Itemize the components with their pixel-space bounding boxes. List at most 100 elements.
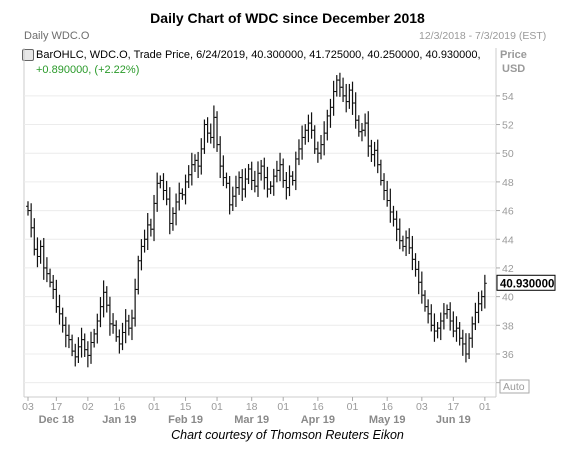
ohlc-bar-15[interactable] (73, 343, 78, 367)
ohlc-bar-139[interactable] (463, 333, 468, 363)
ohlc-bar-25[interactable] (104, 286, 109, 313)
ohlc-bar-0[interactable] (26, 201, 30, 216)
ohlc-bar-138[interactable] (460, 329, 465, 356)
ohlc-bar-89[interactable] (306, 114, 311, 143)
ohlc-bar-16[interactable] (76, 337, 81, 364)
ohlc-bar-106[interactable] (359, 122, 364, 142)
ohlc-bar-58[interactable] (208, 123, 213, 144)
ohlc-bar-93[interactable] (319, 135, 324, 160)
ohlc-bar-128[interactable] (429, 304, 434, 332)
ohlc-bar-87[interactable] (300, 125, 305, 160)
ohlc-bar-27[interactable] (111, 313, 116, 334)
ohlc-bar-55[interactable] (199, 138, 204, 175)
ohlc-bar-113[interactable] (382, 173, 387, 201)
ohlc-bar-28[interactable] (114, 320, 119, 342)
ohlc-bar-90[interactable] (309, 112, 314, 139)
ohlc-bar-65[interactable] (230, 186, 235, 212)
ohlc-bar-52[interactable] (189, 152, 194, 186)
ohlc-bar-30[interactable] (120, 322, 125, 351)
ohlc-bar-120[interactable] (404, 230, 409, 257)
ohlc-bar-81[interactable] (281, 158, 286, 188)
ohlc-bar-91[interactable] (312, 125, 317, 154)
ohlc-bar-105[interactable] (356, 115, 361, 137)
ohlc-bar-141[interactable] (470, 316, 475, 348)
ohlc-bar-2[interactable] (32, 218, 37, 256)
ohlc-bar-6[interactable] (44, 257, 49, 283)
ohlc-bar-144[interactable] (479, 290, 484, 312)
ohlc-bar-3[interactable] (35, 237, 40, 268)
ohlc-bar-26[interactable] (107, 296, 112, 336)
ohlc-bar-73[interactable] (256, 161, 260, 197)
ohlc-bar-129[interactable] (432, 313, 437, 342)
ohlc-bar-119[interactable] (400, 235, 405, 252)
ohlc-bar-24[interactable] (101, 280, 106, 318)
ohlc-bar-126[interactable] (422, 290, 427, 312)
ohlc-bar-41[interactable] (155, 172, 160, 212)
auto-scale-button[interactable] (499, 379, 530, 394)
ohlc-bar-127[interactable] (426, 299, 431, 324)
ohlc-bar-47[interactable] (174, 193, 179, 226)
ohlc-bar-118[interactable] (397, 218, 402, 250)
ohlc-bar-53[interactable] (192, 154, 197, 172)
ohlc-bar-79[interactable] (274, 160, 279, 183)
ohlc-bar-37[interactable] (142, 229, 147, 253)
ohlc-bar-59[interactable] (211, 105, 216, 149)
ohlc-bar-123[interactable] (413, 253, 418, 277)
ohlc-bar-38[interactable] (145, 213, 150, 251)
ohlc-bar-135[interactable] (451, 311, 456, 338)
ohlc-bar-14[interactable] (70, 334, 75, 357)
ohlc-bar-109[interactable] (369, 139, 374, 162)
ohlc-bar-44[interactable] (164, 180, 169, 206)
ohlc-bar-99[interactable] (337, 72, 342, 97)
ohlc-bar-97[interactable] (331, 80, 336, 116)
ohlc-bar-94[interactable] (322, 121, 327, 156)
ohlc-bar-83[interactable] (287, 165, 292, 197)
ohlc-bar-21[interactable] (92, 328, 97, 348)
ohlc-bar-100[interactable] (341, 77, 346, 103)
ohlc-bar-140[interactable] (467, 333, 472, 359)
ohlc-bar-68[interactable] (240, 169, 245, 201)
ohlc-bar-51[interactable] (186, 165, 191, 189)
ohlc-bar-130[interactable] (435, 321, 440, 339)
ohlc-bar-10[interactable] (57, 294, 62, 325)
ohlc-bar-35[interactable] (136, 255, 141, 295)
ohlc-bar-50[interactable] (183, 174, 188, 205)
ohlc-bar-145[interactable] (482, 274, 487, 309)
ohlc-bar-131[interactable] (438, 312, 443, 341)
ohlc-bar-136[interactable] (454, 316, 459, 342)
ohlc-bar-88[interactable] (303, 124, 308, 145)
ohlc-bar-11[interactable] (60, 307, 65, 333)
ohlc-bar-1[interactable] (29, 203, 34, 238)
ohlc-bar-22[interactable] (95, 313, 100, 344)
ohlc-bar-142[interactable] (473, 302, 478, 331)
ohlc-bar-57[interactable] (205, 117, 210, 143)
ohlc-bar-84[interactable] (290, 171, 295, 186)
ohlc-bar-5[interactable] (41, 237, 46, 280)
ohlc-bar-134[interactable] (448, 302, 453, 331)
legend-settings-icon[interactable] (22, 49, 34, 61)
ohlc-bar-103[interactable] (350, 81, 355, 115)
ohlc-bar-75[interactable] (262, 157, 267, 190)
ohlc-bar-60[interactable] (215, 111, 220, 152)
ohlc-bar-101[interactable] (344, 83, 349, 113)
ohlc-bar-124[interactable] (416, 260, 421, 295)
ohlc-bar-61[interactable] (218, 136, 223, 179)
ohlc-bar-117[interactable] (394, 210, 399, 242)
ohlc-bar-122[interactable] (410, 235, 415, 271)
ohlc-bar-13[interactable] (66, 324, 71, 349)
ohlc-bar-29[interactable] (117, 329, 122, 354)
ohlc-bar-92[interactable] (315, 141, 320, 163)
ohlc-bar-49[interactable] (180, 188, 185, 200)
ohlc-bar-111[interactable] (375, 139, 380, 174)
ohlc-bar-133[interactable] (445, 304, 450, 319)
ohlc-bar-77[interactable] (268, 181, 273, 195)
ohlc-bar-116[interactable] (391, 205, 396, 227)
ohlc-bar-95[interactable] (325, 109, 330, 141)
ohlc-bar-69[interactable] (243, 168, 248, 198)
ohlc-bar-86[interactable] (296, 139, 301, 166)
ohlc-bar-48[interactable] (177, 182, 182, 211)
ohlc-bar-108[interactable] (366, 111, 371, 157)
auto-scale-label[interactable]: Auto (503, 381, 525, 393)
ohlc-bar-34[interactable] (133, 278, 138, 327)
